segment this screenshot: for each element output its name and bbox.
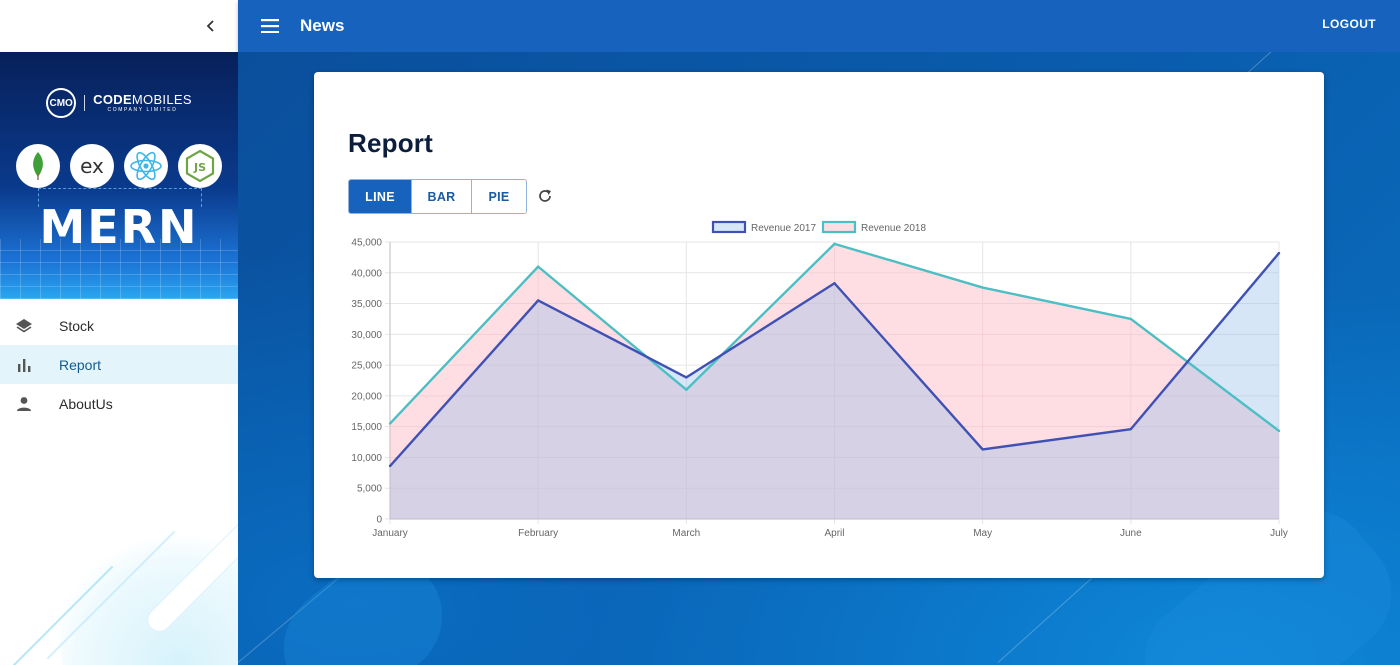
legend-label: Revenue 2018	[861, 223, 926, 234]
sidebar-item-stock[interactable]: Stock	[0, 306, 238, 345]
banner-title: MERN	[39, 200, 199, 254]
company-logo: CMO CODEMOBILES COMPANY LIMITED	[0, 88, 238, 118]
hamburger-icon	[261, 19, 279, 33]
chevron-left-icon	[206, 20, 214, 32]
x-tick-label: January	[372, 528, 408, 539]
data-point	[1129, 427, 1133, 431]
revenue-chart: 45,000 40,000 35,000 30,000 25,000 20,000 15,0…	[314, 212, 1324, 552]
sidebar-item-report[interactable]: Report	[0, 345, 238, 384]
nodejs-icon: JS	[178, 144, 222, 188]
y-tick-label: 10,000	[351, 453, 382, 464]
top-app-bar: News LOGOUT	[238, 0, 1400, 52]
x-tick-label: April	[824, 528, 844, 539]
y-tick-label: 45,000	[351, 238, 382, 249]
data-point	[685, 376, 688, 379]
y-tick-label: 5,000	[357, 484, 382, 495]
logo-divider	[84, 95, 86, 111]
page-title: Report	[348, 128, 433, 158]
bar-chart-icon	[14, 355, 34, 375]
sidebar-nav: Stock Report AboutUs	[0, 306, 238, 423]
sidebar-header	[0, 0, 238, 52]
line-chart-button[interactable]: LINE	[349, 180, 412, 213]
x-tick-label: July	[1270, 528, 1288, 539]
data-point	[685, 388, 688, 391]
connector-lines	[38, 188, 202, 207]
person-icon	[14, 394, 34, 414]
data-point	[833, 242, 836, 246]
y-tick-label: 0	[376, 515, 382, 526]
legend-swatch	[821, 220, 857, 234]
react-icon	[124, 144, 168, 188]
y-tick-label: 20,000	[351, 391, 382, 402]
chart-canvas: 45,000 40,000 35,000 30,000 25,000 20,000 15,0…	[351, 220, 1288, 539]
data-point	[388, 464, 392, 468]
menu-button[interactable]	[258, 14, 282, 38]
sidebar: CMO CODEMOBILES COMPANY LIMITED ex	[0, 0, 239, 665]
svg-text:JS: JS	[193, 161, 206, 174]
data-point	[1277, 251, 1281, 255]
banner-grid	[0, 239, 238, 299]
layers-icon	[14, 316, 34, 336]
app-title: News	[300, 16, 345, 35]
x-tick-label: March	[672, 528, 700, 539]
express-icon: ex	[70, 144, 114, 188]
series-area-2018	[390, 243, 1279, 519]
data-point	[536, 299, 540, 302]
chart-type-toggle: LINE BAR PIE	[348, 179, 527, 214]
data-point	[981, 286, 984, 289]
legend-swatch	[711, 220, 747, 234]
legend-label: Revenue 2017	[751, 223, 816, 234]
logout-button[interactable]: LOGOUT	[1322, 17, 1376, 31]
data-point	[1277, 429, 1281, 433]
y-tick-label: 35,000	[351, 299, 382, 310]
series-area-2017	[390, 253, 1279, 519]
y-tick-label: 40,000	[351, 268, 382, 279]
y-tick-label: 15,000	[351, 422, 382, 433]
data-point	[981, 448, 984, 451]
collapse-sidebar-button[interactable]	[199, 14, 223, 38]
bar-chart-button[interactable]: BAR	[412, 180, 472, 213]
sidebar-item-aboutus[interactable]: AboutUs	[0, 384, 238, 423]
data-point	[388, 422, 392, 425]
sidebar-item-label: Report	[59, 356, 102, 373]
company-subtitle: COMPANY LIMITED	[107, 107, 178, 113]
background-line	[1247, 52, 1293, 73]
data-point	[536, 265, 540, 268]
refresh-button[interactable]	[534, 185, 556, 207]
cmo-logo-mark: CMO	[46, 88, 77, 118]
mongodb-icon	[16, 144, 60, 188]
y-tick-label: 25,000	[351, 361, 382, 372]
pie-chart-button[interactable]: PIE	[472, 180, 526, 213]
sidebar-item-label: AboutUs	[59, 395, 113, 412]
company-name: CODEMOBILES	[93, 92, 192, 107]
mern-banner: CMO CODEMOBILES COMPANY LIMITED ex	[0, 52, 238, 299]
y-tick-label: 30,000	[351, 330, 382, 341]
x-tick-label: February	[518, 528, 558, 539]
data-point	[1129, 317, 1133, 321]
report-card: Report LINE BAR PIE 45,000 40,000 35,000 30…	[314, 72, 1324, 578]
data-point	[833, 282, 836, 285]
x-tick-label: May	[973, 528, 992, 539]
sidebar-item-label: Stock	[59, 317, 95, 334]
refresh-icon	[539, 189, 551, 202]
tech-stack-icons: ex JS	[16, 144, 222, 188]
x-tick-label: June	[1120, 528, 1142, 539]
